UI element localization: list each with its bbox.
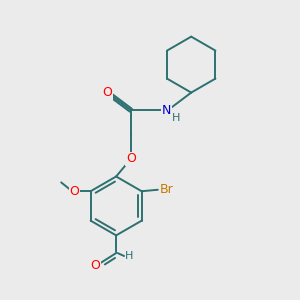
Text: O: O [70, 185, 80, 198]
Text: O: O [102, 86, 112, 99]
Text: N: N [161, 104, 171, 117]
Text: O: O [126, 152, 136, 165]
Text: H: H [172, 112, 181, 123]
Text: O: O [91, 259, 100, 272]
Text: H: H [125, 251, 134, 261]
Text: Br: Br [160, 183, 173, 196]
